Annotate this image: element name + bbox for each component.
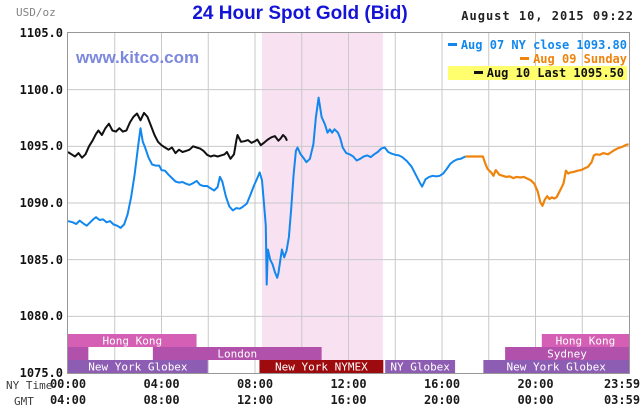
session-bar-label: New York NYMEX	[275, 361, 368, 374]
x-tick-label-ny: 08:00	[236, 377, 274, 391]
session-bar	[541, 334, 629, 347]
legend-swatch	[520, 56, 530, 60]
price-series-1	[465, 143, 629, 207]
y-tick-label: 1100.0	[19, 82, 63, 97]
legend-item: Aug 09 Sunday	[448, 52, 627, 66]
session-bar-label: New York Globex	[507, 361, 607, 374]
legend-swatch	[447, 42, 457, 46]
x-tick-label-gmt: 04:00	[49, 393, 87, 407]
session-bar	[152, 347, 322, 360]
y-axis-unit-label: USD/oz	[16, 6, 56, 19]
x-tick-label-gmt: 08:00	[143, 393, 180, 407]
session-bar-label: New York Globex	[88, 361, 188, 374]
x-tick-label-ny: 23:59	[603, 377, 641, 391]
legend-swatch	[473, 70, 483, 74]
gmt-axis-caption: GMT	[14, 395, 34, 408]
ny-time-axis-caption: NY Time	[6, 379, 53, 392]
x-tick-label-gmt: 03:59	[603, 393, 641, 407]
legend-label: Aug 10 Last 1095.50	[486, 66, 624, 80]
y-tick-label: 1080.0	[19, 309, 63, 324]
x-tick-label-gmt: 20:00	[423, 393, 461, 407]
y-tick-label: 1075.0	[19, 366, 63, 380]
session-bar-label: Hong Kong	[556, 335, 616, 348]
x-tick-label-ny: 04:00	[143, 377, 180, 391]
x-tick-label-gmt: 00:00	[517, 393, 554, 407]
y-tick-label: 1095.0	[19, 139, 63, 154]
legend-item: Aug 07 NY close 1093.80	[447, 38, 627, 52]
x-tick-label-ny: 00:00	[49, 377, 87, 391]
x-tick-label-gmt: 12:00	[236, 393, 274, 407]
y-tick-label: 1090.0	[19, 196, 63, 210]
session-bar	[68, 334, 197, 347]
legend-label: Aug 07 NY close 1093.80	[460, 38, 627, 52]
y-tick-label: 1085.0	[19, 252, 63, 267]
chart-title: 24 Hour Spot Gold (Bid)	[192, 3, 408, 24]
legend-label: Aug 09 Sunday	[533, 52, 627, 66]
price-series-0	[68, 96, 466, 286]
session-bar	[68, 347, 89, 360]
chart-timestamp: August 10, 2015 09:22	[461, 9, 634, 23]
session-bar-label: London	[217, 348, 257, 361]
session-bar	[259, 360, 384, 373]
legend-item: Aug 10 Last 1095.50	[447, 66, 627, 80]
chart-legend: Aug 07 NY close 1093.80 Aug 09 Sunday Aug …	[447, 38, 627, 80]
session-bar-label: NY Globex	[390, 361, 450, 374]
price-series-2	[68, 111, 288, 160]
x-tick-label-ny: 12:00	[330, 377, 367, 391]
x-tick-label-ny: 16:00	[423, 377, 461, 391]
session-bar	[68, 360, 208, 373]
x-tick-label-gmt: 16:00	[330, 393, 367, 407]
session-bar	[483, 360, 629, 373]
session-bar	[505, 347, 629, 360]
plot-area: Hong Kong Hong Kong London Sydney New York G…	[67, 32, 630, 374]
session-bar	[385, 360, 456, 373]
kitco-watermark: www.kitco.com	[76, 48, 200, 67]
x-tick-label-ny: 20:00	[517, 377, 554, 391]
session-bar-label: Hong Kong	[102, 335, 162, 348]
y-tick-label: 1105.0	[19, 26, 63, 40]
session-bar-label: Sydney	[547, 348, 587, 361]
